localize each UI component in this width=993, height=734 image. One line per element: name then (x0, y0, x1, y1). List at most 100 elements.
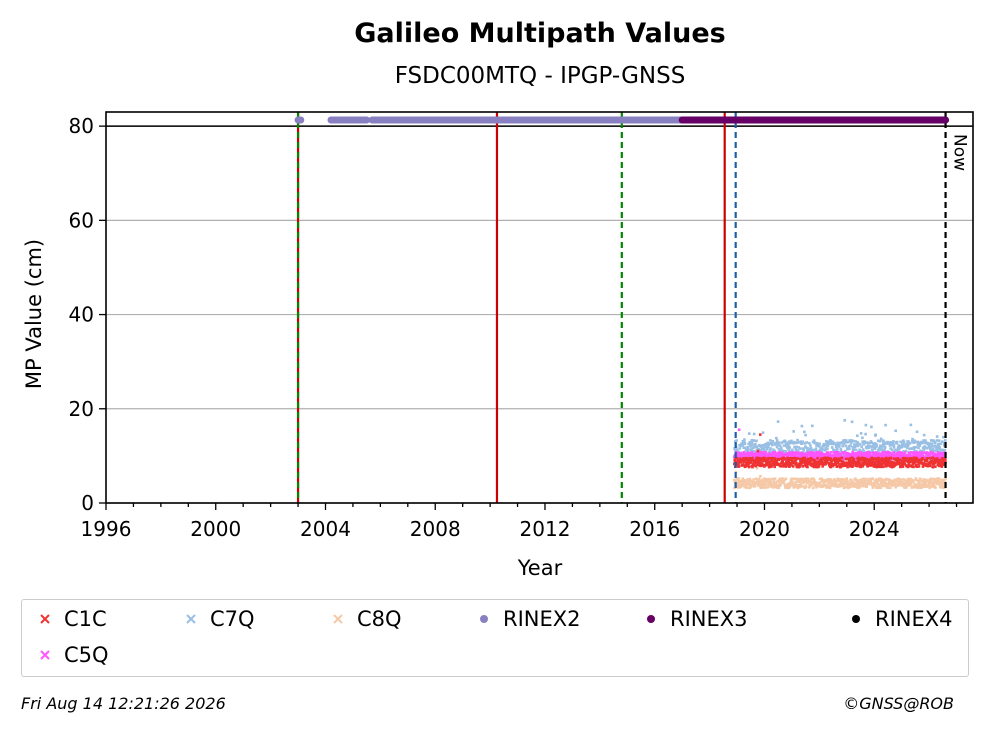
data-point (763, 482, 766, 485)
legend-label: RINEX3 (670, 607, 748, 631)
data-point (917, 479, 921, 483)
data-point (757, 458, 761, 462)
data-point (761, 444, 765, 447)
data-point (898, 461, 902, 464)
data-point (746, 451, 750, 454)
data-point (849, 457, 852, 460)
data-point (901, 481, 905, 484)
data-point (863, 457, 866, 460)
data-point (754, 442, 757, 446)
data-point (741, 482, 745, 486)
data-point (800, 442, 804, 445)
data-point (928, 464, 932, 468)
data-point (743, 438, 746, 441)
data-point (770, 482, 774, 486)
data-point (737, 477, 740, 480)
data-point (744, 465, 747, 468)
data-point (908, 457, 911, 460)
data-point (863, 481, 866, 485)
data-point (750, 458, 754, 462)
data-point (870, 456, 873, 460)
data-point (918, 455, 922, 459)
data-point (868, 441, 872, 445)
data-point (907, 463, 911, 466)
data-point (769, 447, 772, 450)
data-point (748, 477, 752, 481)
data-point (782, 451, 786, 454)
data-point (915, 430, 919, 434)
data-point (812, 461, 816, 465)
data-point (915, 457, 919, 461)
data-point (801, 440, 805, 444)
data-point (834, 460, 837, 464)
data-point (824, 462, 827, 466)
data-point (882, 450, 885, 454)
data-point (920, 441, 924, 445)
legend-marker-icon (36, 650, 54, 660)
data-point (892, 446, 896, 449)
legend-marker-icon (642, 614, 660, 624)
data-point (769, 439, 772, 442)
data-point (902, 452, 906, 456)
data-point (812, 481, 816, 485)
data-point (821, 485, 824, 488)
data-point (856, 441, 860, 444)
data-point (804, 462, 807, 465)
data-point (884, 481, 888, 485)
data-point (803, 442, 807, 445)
data-point (925, 460, 929, 463)
data-point (775, 445, 779, 449)
data-point (742, 446, 746, 450)
data-point (810, 454, 813, 457)
data-point (933, 441, 937, 445)
data-point (769, 450, 773, 454)
data-point (862, 463, 866, 466)
data-point (928, 479, 932, 482)
data-point (805, 480, 809, 484)
data-point (749, 479, 753, 483)
legend-item-c1c: C1C (36, 606, 107, 632)
data-point (778, 480, 781, 483)
data-point (773, 450, 776, 454)
data-point (806, 465, 809, 469)
data-point (941, 448, 945, 452)
data-point (776, 480, 779, 483)
data-point (870, 462, 874, 465)
data-point (814, 456, 818, 460)
data-point (944, 477, 947, 481)
data-point (811, 440, 815, 444)
data-point (913, 482, 916, 486)
data-point (944, 439, 947, 442)
data-point (860, 445, 864, 449)
data-point (916, 460, 920, 463)
data-point (812, 452, 815, 455)
data-point (898, 483, 902, 487)
data-point (890, 448, 894, 452)
data-point (874, 484, 878, 488)
data-point (812, 458, 815, 462)
data-point (785, 444, 789, 447)
data-point (784, 477, 788, 481)
data-point (889, 456, 893, 460)
x-tick-label: 2000 (190, 517, 241, 541)
data-point (822, 483, 826, 487)
y-tick-label: 80 (69, 114, 94, 138)
data-point (933, 461, 937, 465)
data-point (821, 453, 824, 456)
data-point (814, 447, 818, 451)
data-point (775, 454, 778, 457)
data-point (804, 446, 808, 449)
data-point (800, 484, 804, 488)
data-point (846, 465, 849, 469)
y-tick-label: 60 (69, 208, 94, 232)
data-point (889, 447, 893, 450)
data-point (871, 486, 875, 489)
data-point (798, 485, 801, 489)
data-point (785, 460, 789, 464)
data-point (856, 434, 859, 438)
data-point (743, 459, 746, 463)
data-point (910, 447, 914, 450)
data-point (940, 465, 944, 468)
data-point (905, 486, 908, 489)
data-point (858, 457, 861, 461)
